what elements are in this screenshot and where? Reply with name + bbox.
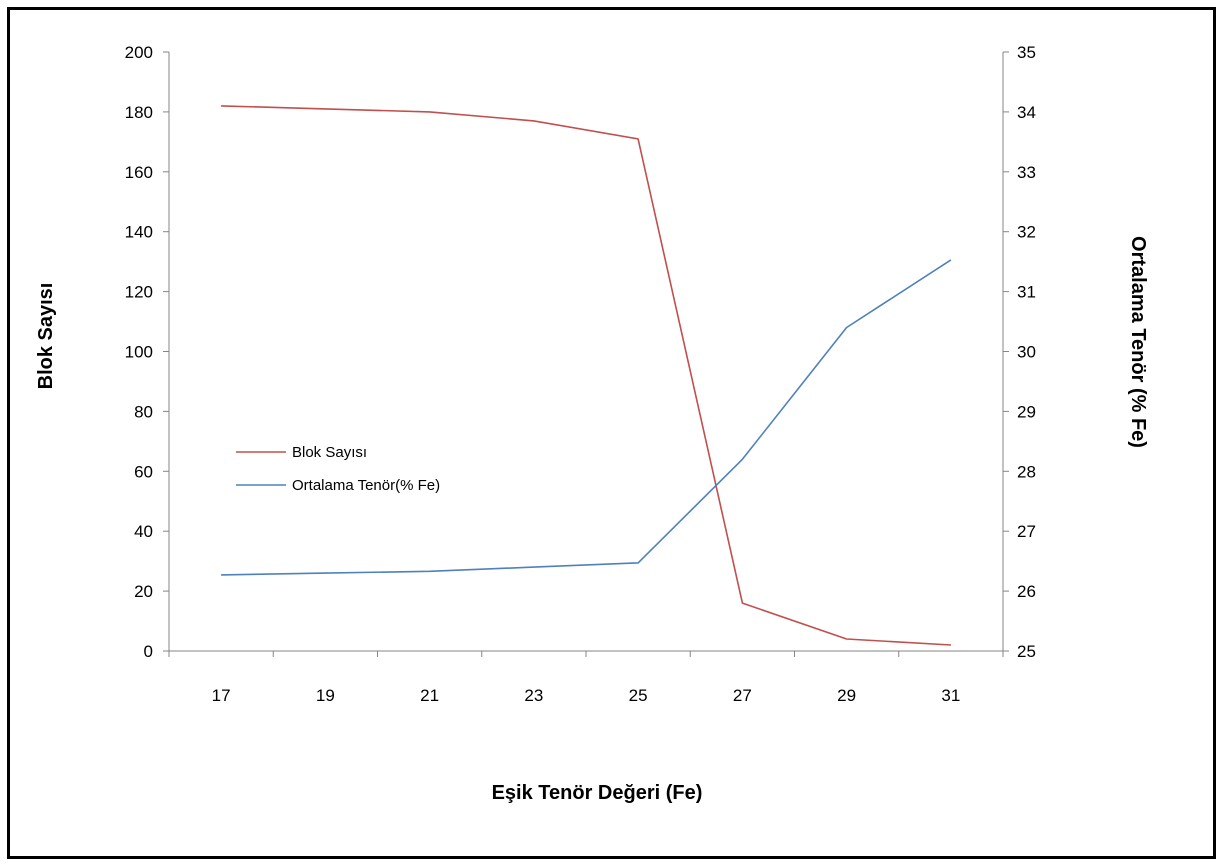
y-tick-label: 0 bbox=[144, 642, 153, 661]
x-tick-label: 23 bbox=[524, 686, 543, 705]
x-tick-label: 19 bbox=[316, 686, 335, 705]
y2-tick-label: 30 bbox=[1017, 343, 1036, 362]
legend-label-blok-sayisi: Blok Sayısı bbox=[292, 444, 367, 461]
series-line-1 bbox=[221, 259, 952, 576]
y2-tick-label: 28 bbox=[1017, 462, 1036, 481]
y2-tick-label: 25 bbox=[1017, 642, 1036, 661]
x-tick-label: 29 bbox=[837, 686, 856, 705]
y-tick-label: 120 bbox=[125, 283, 153, 302]
y2-tick-label: 29 bbox=[1017, 402, 1036, 421]
legend: Blok Sayısı Ortalama Tenör(% Fe) bbox=[236, 444, 440, 494]
y-tick-label: 180 bbox=[125, 103, 153, 122]
x-tick-label: 31 bbox=[941, 686, 960, 705]
x-tick-label: 21 bbox=[420, 686, 439, 705]
series-layer bbox=[221, 105, 952, 646]
y-tick-label: 20 bbox=[134, 582, 153, 601]
y-tick-label: 80 bbox=[134, 402, 153, 421]
x-axis-title: Eşik Tenör Değeri (Fe) bbox=[492, 782, 703, 804]
axes: 0 20 40 60 80 100 120 140 160 180 200 25 26 27 28 29 30 3… bbox=[125, 43, 1036, 705]
y-tick-label: 200 bbox=[125, 43, 153, 62]
y-tick-label: 60 bbox=[134, 462, 153, 481]
legend-label-ortalama-tenor: Ortalama Tenör(% Fe) bbox=[292, 477, 440, 494]
y2-axis-title: Ortalama Tenör (% Fe) bbox=[1127, 236, 1149, 448]
y2-tick-label: 27 bbox=[1017, 522, 1036, 541]
chart-frame bbox=[7, 7, 1216, 859]
x-tick-label: 27 bbox=[733, 686, 752, 705]
y-tick-label: 160 bbox=[125, 163, 153, 182]
y-tick-label: 100 bbox=[125, 343, 153, 362]
y-axis-title: Blok Sayısı bbox=[35, 283, 57, 390]
y2-tick-label: 32 bbox=[1017, 223, 1036, 242]
y2-tick-label: 35 bbox=[1017, 43, 1036, 62]
y2-tick-label: 31 bbox=[1017, 283, 1036, 302]
y2-tick-label: 33 bbox=[1017, 163, 1036, 182]
y2-tick-label: 34 bbox=[1017, 103, 1036, 122]
y-tick-label: 40 bbox=[134, 522, 153, 541]
y2-tick-label: 26 bbox=[1017, 582, 1036, 601]
x-tick-label: 25 bbox=[629, 686, 648, 705]
y-tick-label: 140 bbox=[125, 223, 153, 242]
series-line-0 bbox=[221, 105, 951, 646]
x-tick-label: 17 bbox=[212, 686, 231, 705]
